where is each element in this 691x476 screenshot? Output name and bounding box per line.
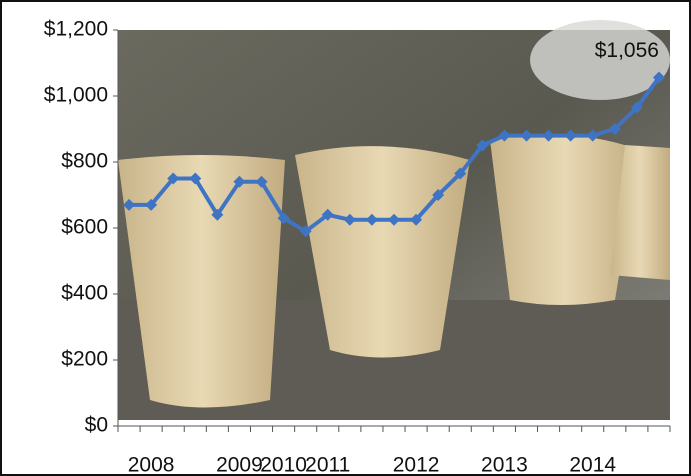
- data-label: $1,056: [595, 39, 659, 62]
- y-tick-label: $400: [61, 282, 108, 305]
- x-tick-label: 2010: [260, 454, 307, 476]
- y-tick-label: $1,200: [44, 18, 108, 41]
- chart: $0$200$400$600$800$1,000$1,2002008200920…: [0, 0, 691, 476]
- y-tick-label: $200: [61, 348, 108, 371]
- x-tick-label: 2011: [305, 454, 350, 476]
- x-tick-label: 2008: [128, 454, 175, 476]
- y-tick-label: $600: [61, 216, 108, 239]
- x-tick-label: 2009: [216, 454, 263, 476]
- y-tick-label: $1,000: [44, 84, 108, 107]
- x-tick-label: 2014: [569, 454, 616, 476]
- x-tick-label: 2012: [393, 454, 440, 476]
- y-tick-label: $800: [61, 150, 108, 173]
- x-tick-label: 2013: [481, 454, 528, 476]
- y-tick-label: $0: [85, 414, 108, 437]
